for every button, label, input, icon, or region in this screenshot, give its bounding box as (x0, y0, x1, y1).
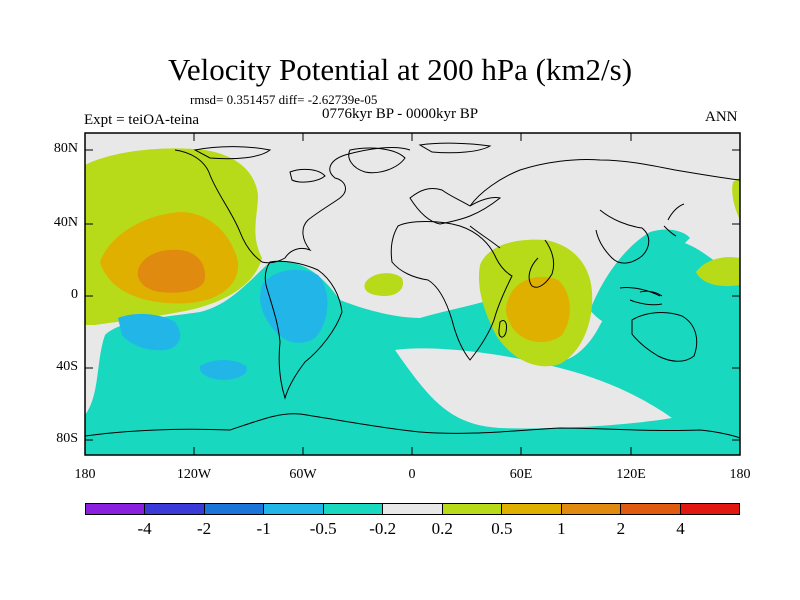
lat-tick-80n: 80N (53, 141, 78, 156)
contour-satl-minimum (199, 360, 247, 380)
colorbar-swatch (502, 504, 562, 514)
colorbar-label: -0.5 (309, 519, 337, 538)
experiment-label: Expt = teiOA-teina (84, 112, 200, 128)
contour-wafrica-positive (364, 273, 404, 296)
colorbar-label: -4 (137, 519, 152, 538)
lon-tick-180w: 180 (74, 467, 96, 482)
contour-pacific-max (137, 249, 205, 293)
colorbar-swatch (204, 504, 265, 514)
contour-neutral-tongue (395, 348, 672, 429)
colorbar-label: -2 (196, 519, 212, 538)
lat-tick-40s: 40S (56, 359, 78, 374)
lon-tick-120e: 120E (616, 467, 646, 482)
lon-tick-0: 0 (408, 467, 416, 482)
lon-tick-60e: 60E (509, 467, 533, 482)
colorbar-swatch (621, 504, 681, 514)
period-label: 0776kyr BP - 0000kyr BP (322, 106, 479, 122)
contour-field (85, 133, 740, 455)
colorbar-swatch (86, 504, 146, 514)
colorbar (85, 503, 740, 515)
colorbar-label: 2 (616, 519, 626, 538)
colorbar-label: -1 (256, 519, 271, 538)
colorbar-swatch (680, 504, 739, 514)
contour-wpac-positive (696, 257, 740, 287)
lat-tick-80s: 80S (56, 431, 78, 446)
lon-tick-60w: 60W (289, 467, 317, 482)
season-label: ANN (705, 109, 738, 125)
colorbar-swatch (561, 504, 622, 514)
colorbar-swatch (323, 504, 384, 514)
colorbar-label: -0.2 (369, 519, 397, 538)
lon-tick-180e: 180 (729, 467, 751, 482)
colorbar-label: 0.2 (431, 519, 453, 538)
lat-tick-40n: 40N (53, 215, 78, 230)
colorbar-swatch (383, 504, 443, 514)
colorbar-swatch (264, 504, 324, 514)
contour-indian-ocean (590, 229, 690, 325)
colorbar-swatch (145, 504, 205, 514)
contour-india-orange (506, 276, 570, 343)
lat-tick-0: 0 (71, 287, 78, 302)
chart-title: Velocity Potential at 200 hPa (km2/s) (167, 52, 633, 87)
coastlines (85, 142, 740, 439)
colorbar-label: 4 (676, 519, 685, 538)
colorbar-label: 1 (557, 519, 566, 538)
contour-sepac-minimum (118, 313, 181, 351)
stats-text: rmsd= 0.351457 diff= -2.62739e-05 (190, 92, 378, 107)
colorbar-swatch (442, 504, 503, 514)
lon-tick-120w: 120W (176, 467, 212, 482)
axis-ticks (85, 133, 740, 455)
colorbar-label: 0.5 (491, 519, 513, 538)
contour-northeast-positive (732, 178, 740, 220)
